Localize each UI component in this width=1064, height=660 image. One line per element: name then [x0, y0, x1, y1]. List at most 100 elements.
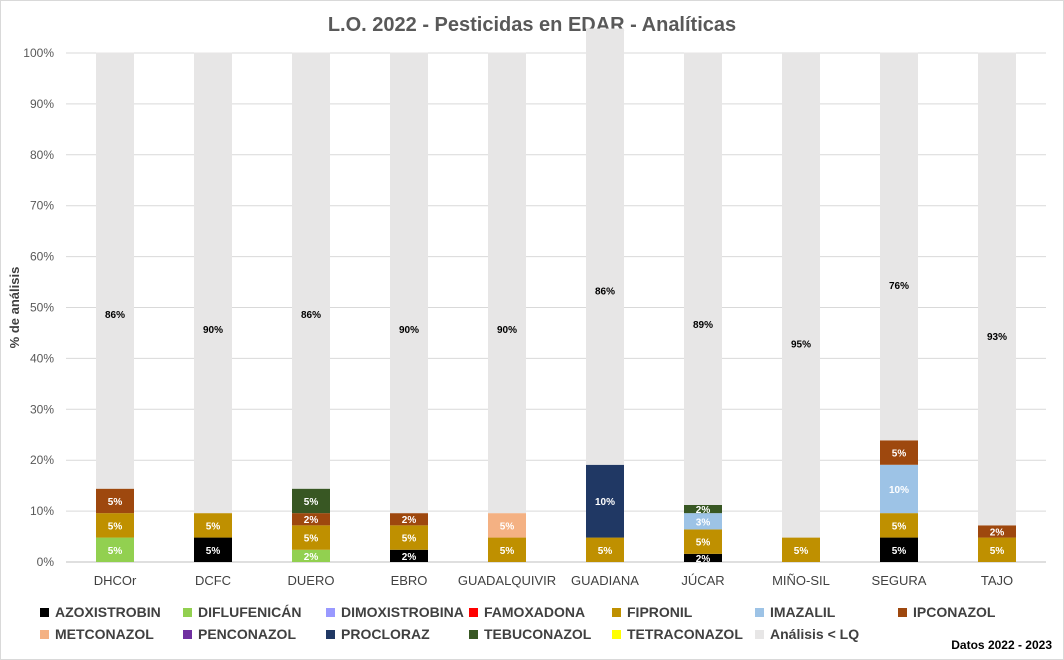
data-label: 5% [696, 538, 711, 549]
bar-segment [488, 513, 526, 538]
data-label: 2% [402, 515, 417, 526]
legend-swatch [612, 629, 621, 639]
data-label: 2% [402, 552, 417, 563]
legend-item: METCONAZOL [40, 626, 154, 642]
bar-segment [194, 537, 232, 562]
legend-item: TEBUCONAZOL [469, 626, 591, 642]
legend-item: TETRACONAZOL [612, 626, 743, 642]
data-label: 5% [108, 546, 123, 557]
bar-segment [880, 440, 918, 465]
legend-item: PROCLORAZ [326, 626, 430, 642]
data-label: 5% [304, 497, 319, 508]
x-tick-label: GUADALQUIVIR [458, 573, 556, 588]
y-tick-label: 30% [30, 402, 54, 416]
bar-segment [292, 549, 330, 562]
x-tick-label: GUADIANA [571, 573, 639, 588]
legend-swatch [755, 629, 764, 639]
bar-segment [684, 513, 722, 530]
y-axis-label: % de análisis [7, 267, 22, 349]
legend-swatch [40, 607, 49, 617]
data-label: 2% [696, 505, 711, 516]
bar-segment [586, 28, 624, 465]
x-tick-label: MIÑO-SIL [772, 573, 830, 588]
y-tick-label: 90% [30, 97, 54, 111]
y-tick-label: 70% [30, 199, 54, 213]
data-label: 10% [595, 497, 615, 508]
data-label: 5% [108, 521, 123, 532]
legend-label: PENCONAZOL [198, 626, 296, 642]
legend-item: IPCONAZOL [898, 604, 995, 620]
data-label: 90% [203, 325, 223, 336]
data-label: 10% [889, 485, 909, 496]
data-label: 2% [696, 554, 711, 565]
bar-segment [96, 537, 134, 562]
data-label: 2% [304, 552, 319, 563]
legend-label: FIPRONIL [627, 604, 693, 620]
legend-item: Análisis < LQ [755, 626, 859, 642]
legend-item: DIMOXISTROBINA [326, 604, 464, 620]
bar-segment [684, 529, 722, 554]
bar-segment [292, 52, 330, 489]
bar-segment [880, 464, 918, 514]
data-label: 5% [892, 521, 907, 532]
legend-item: FIPRONIL [612, 604, 692, 620]
plot-area: 0% 10% 20% 30% 40% 50% 60% 70% 80% 90% 100% % de an… [7, 28, 1046, 588]
x-tick-label: DCFC [195, 573, 231, 588]
bar-segment [782, 53, 820, 538]
bar-segment [684, 52, 722, 505]
legend-swatch [469, 629, 478, 639]
x-tick-label: JÚCAR [681, 573, 724, 588]
bar-segment [390, 525, 428, 550]
legend-label: AZOXISTROBIN [55, 604, 161, 620]
bar-segment [194, 52, 232, 514]
legend-item: DIFLUFENICÁN [183, 604, 301, 620]
legend-label: TEBUCONAZOL [484, 626, 592, 642]
y-tick-label: 60% [30, 250, 54, 264]
legend-label: DIMOXISTROBINA [341, 604, 464, 620]
data-label: 5% [990, 546, 1005, 557]
legend-swatch [326, 607, 335, 617]
bar-segment [390, 549, 428, 562]
y-tick-label: 80% [30, 148, 54, 162]
legend-label: IPCONAZOL [913, 604, 996, 620]
legend-label: TETRACONAZOL [627, 626, 743, 642]
legend-label: METCONAZOL [55, 626, 154, 642]
x-tick-label: TAJO [981, 573, 1013, 588]
legend-swatch [469, 607, 478, 617]
data-label: 5% [206, 521, 221, 532]
x-tick-label: SEGURA [872, 573, 927, 588]
data-label: 5% [598, 546, 613, 557]
data-label: 90% [399, 325, 419, 336]
legend-swatch [183, 629, 192, 639]
y-tick-label: 40% [30, 351, 54, 365]
bar-segment [586, 464, 624, 538]
bar-segment [978, 52, 1016, 526]
bar-segment [390, 513, 428, 526]
data-label: 2% [304, 515, 319, 526]
x-tick-label: DUERO [288, 573, 335, 588]
data-label: 5% [402, 534, 417, 545]
legend-swatch [898, 607, 907, 617]
source-note: Datos 2022 - 2023 [951, 638, 1052, 652]
bar-segment [782, 537, 820, 562]
bar-segment [488, 52, 526, 514]
data-label: 5% [892, 546, 907, 557]
bar-segment [880, 537, 918, 562]
bar-segment [96, 52, 134, 489]
bar-segment [96, 488, 134, 514]
legend-label: Análisis < LQ [770, 626, 860, 642]
bar-segment [586, 537, 624, 562]
legend-swatch [755, 607, 764, 617]
legend-item: AZOXISTROBIN [40, 604, 161, 620]
data-label: 5% [892, 449, 907, 460]
y-tick-label: 10% [30, 504, 54, 518]
data-label: 5% [304, 534, 319, 545]
bar-segment [292, 488, 330, 514]
bar-segment [194, 513, 232, 538]
legend-swatch [40, 629, 49, 639]
x-tick-label: DHCOr [94, 573, 137, 588]
bar-segment [880, 513, 918, 538]
bar-segment [684, 504, 722, 514]
y-tick-label: 0% [37, 555, 55, 569]
bar-segment [292, 513, 330, 526]
